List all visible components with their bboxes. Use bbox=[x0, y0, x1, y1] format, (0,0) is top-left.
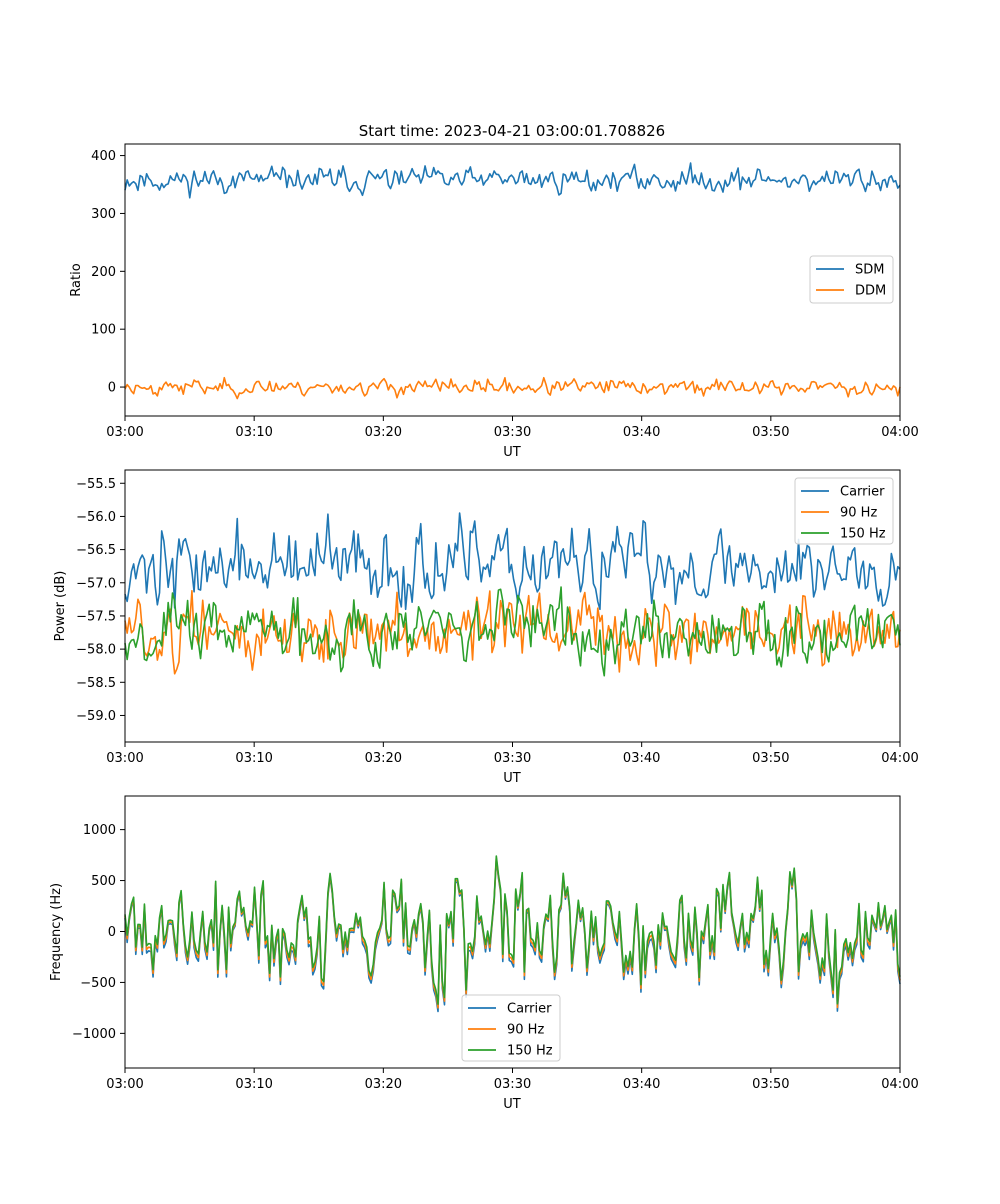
series-line-sdm bbox=[124, 162, 901, 199]
series-line-90-hz bbox=[124, 590, 901, 675]
y-tick-label: 200 bbox=[91, 265, 116, 280]
frequency-panel: 03:00 03:10 03:20 03:30 03:40 03:50 04:00 1000 5… bbox=[49, 795, 919, 1112]
x-tick-label: 03:10 bbox=[235, 425, 272, 440]
frequency-ticks: 03:00 03:10 03:20 03:30 03:40 03:50 04:00 1000 5… bbox=[72, 823, 919, 1092]
x-tick-label: 03:20 bbox=[365, 1077, 402, 1092]
ratio-ticks: 03:00 03:10 03:20 03:30 03:40 03:50 04:00 0 100 2… bbox=[91, 149, 919, 440]
ratio-xlabel: UT bbox=[503, 445, 521, 460]
x-tick-label: 03:50 bbox=[752, 1077, 789, 1092]
x-tick-label: 03:20 bbox=[365, 751, 402, 766]
x-tick-label: 03:10 bbox=[235, 1077, 272, 1092]
legend-label: 150 Hz bbox=[840, 527, 886, 542]
y-tick-label: 300 bbox=[91, 207, 116, 222]
legend-label: 90 Hz bbox=[840, 506, 877, 521]
series-line-90-hz bbox=[124, 857, 901, 1009]
x-tick-label: 03:00 bbox=[106, 425, 143, 440]
power-axes-frame bbox=[124, 469, 901, 743]
series-line-ddm bbox=[124, 376, 901, 400]
x-tick-label: 03:20 bbox=[365, 425, 402, 440]
y-tick-label: −55.5 bbox=[76, 477, 116, 492]
power-panel: 03:00 03:10 03:20 03:30 03:40 03:50 04:00 −55.5… bbox=[53, 469, 919, 786]
legend-label: 90 Hz bbox=[507, 1023, 544, 1038]
y-tick-label: 400 bbox=[91, 149, 116, 164]
frequency-legend: Carrier 90 Hz 150 Hz bbox=[461, 994, 561, 1062]
x-tick-label: 04:00 bbox=[881, 1077, 918, 1092]
frequency-ylabel: Frequency (Hz) bbox=[49, 883, 64, 981]
series-line-carrier bbox=[124, 858, 901, 1013]
x-tick-label: 03:50 bbox=[752, 751, 789, 766]
power-ticks: 03:00 03:10 03:20 03:30 03:40 03:50 04:00 −55.5… bbox=[76, 477, 919, 766]
y-tick-label: −59.0 bbox=[76, 709, 116, 724]
legend-box bbox=[461, 994, 561, 1062]
y-tick-label: −500 bbox=[80, 976, 116, 991]
y-tick-label: 1000 bbox=[83, 823, 116, 838]
x-tick-label: 03:00 bbox=[106, 751, 143, 766]
y-tick-label: −57.5 bbox=[76, 609, 116, 624]
x-tick-label: 04:00 bbox=[881, 751, 918, 766]
legend-label: SDM bbox=[855, 263, 884, 278]
y-tick-label: 100 bbox=[91, 323, 116, 338]
power-ylabel: Power (dB) bbox=[53, 571, 68, 642]
series-line-150-hz bbox=[124, 586, 901, 677]
y-tick-label: −56.5 bbox=[76, 543, 116, 558]
y-tick-label: −58.0 bbox=[76, 643, 116, 658]
series-line-150-hz bbox=[124, 855, 901, 1005]
y-tick-label: 0 bbox=[108, 381, 116, 396]
ratio-axes-frame bbox=[124, 143, 901, 417]
frequency-series bbox=[124, 855, 901, 1013]
y-tick-label: 0 bbox=[108, 925, 116, 940]
x-tick-label: 03:40 bbox=[623, 751, 660, 766]
ratio-legend: SDM DDM bbox=[809, 255, 894, 304]
y-tick-label: −58.5 bbox=[76, 676, 116, 691]
ratio-ylabel: Ratio bbox=[69, 263, 84, 296]
power-xlabel: UT bbox=[503, 771, 521, 786]
y-tick-label: −1000 bbox=[72, 1027, 116, 1042]
y-tick-label: 500 bbox=[91, 874, 116, 889]
frequency-xlabel: UT bbox=[503, 1097, 521, 1112]
y-tick-label: −57.0 bbox=[76, 576, 116, 591]
x-tick-label: 03:40 bbox=[623, 425, 660, 440]
x-tick-label: 03:30 bbox=[494, 1077, 531, 1092]
x-tick-label: 03:50 bbox=[752, 425, 789, 440]
series-line-carrier bbox=[124, 512, 901, 611]
y-tick-label: −56.0 bbox=[76, 510, 116, 525]
ratio-panel: 03:00 03:10 03:20 03:30 03:40 03:50 04:00 0 100 2… bbox=[69, 143, 919, 460]
x-tick-label: 03:30 bbox=[494, 751, 531, 766]
x-tick-label: 03:40 bbox=[623, 1077, 660, 1092]
x-tick-label: 03:10 bbox=[235, 751, 272, 766]
ratio-series bbox=[124, 162, 901, 400]
legend-label: Carrier bbox=[840, 485, 885, 500]
x-tick-label: 04:00 bbox=[881, 425, 918, 440]
legend-label: DDM bbox=[855, 284, 886, 299]
legend-label: 150 Hz bbox=[507, 1044, 553, 1059]
x-tick-label: 03:00 bbox=[106, 1077, 143, 1092]
legend-box bbox=[794, 477, 894, 545]
x-tick-label: 03:30 bbox=[494, 425, 531, 440]
power-legend: Carrier 90 Hz 150 Hz bbox=[794, 477, 894, 545]
legend-label: Carrier bbox=[507, 1002, 552, 1017]
legend-box bbox=[809, 255, 894, 304]
power-series bbox=[124, 512, 901, 677]
chart-title: Start time: 2023-04-21 03:00:01.708826 bbox=[359, 122, 665, 140]
